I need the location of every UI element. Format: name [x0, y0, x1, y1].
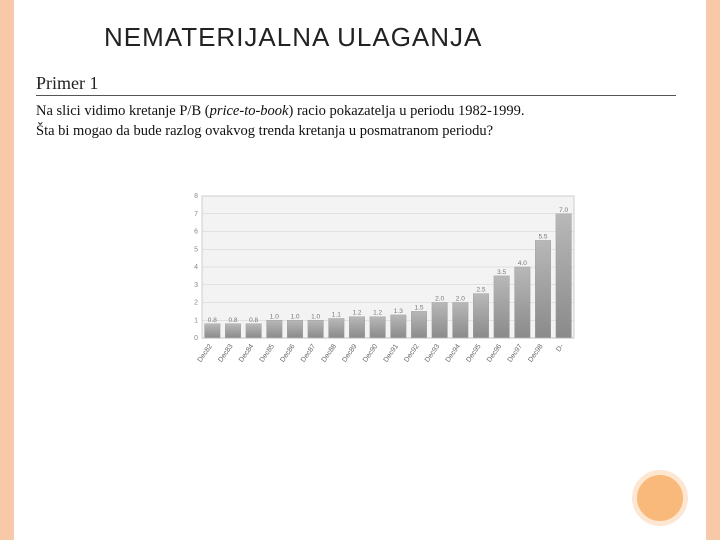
svg-text:7: 7	[194, 211, 198, 218]
svg-text:6: 6	[194, 229, 198, 236]
svg-text:Dec97: Dec97	[507, 343, 524, 364]
svg-text:Dec91: Dec91	[383, 343, 400, 364]
svg-text:1.0: 1.0	[290, 313, 299, 320]
svg-text:3.5: 3.5	[497, 269, 506, 276]
svg-text:Dec86: Dec86	[279, 343, 296, 364]
svg-text:Dec90: Dec90	[362, 343, 379, 364]
svg-text:Dec92: Dec92	[403, 343, 420, 364]
chart-svg: 0 1 2 3 4 5 6 7 8 0.8 Dec82 0.8 Dec83 0.8 Dec84 1.0 Dec8…	[174, 190, 584, 400]
body-text: Na slici vidimo kretanje P/B (price-to-b…	[14, 96, 706, 141]
svg-text:1: 1	[194, 317, 198, 324]
svg-text:7.0: 7.0	[559, 207, 568, 214]
svg-text:Dec87: Dec87	[300, 343, 317, 364]
svg-text:3: 3	[194, 282, 198, 289]
svg-text:4.0: 4.0	[518, 260, 527, 267]
body-line1-b: ) racio pokazatelja u periodu 1982-1999.	[289, 103, 525, 119]
slide-subtitle: Primer 1	[36, 61, 676, 96]
svg-text:1.0: 1.0	[311, 313, 320, 320]
svg-text:Dec88: Dec88	[321, 343, 338, 364]
svg-text:2.0: 2.0	[435, 296, 444, 303]
slide-title: NEMATERIJALNA ULAGANJA	[14, 0, 706, 61]
svg-text:0.8: 0.8	[228, 317, 237, 324]
svg-text:1.3: 1.3	[394, 308, 403, 315]
svg-text:Dec82: Dec82	[197, 343, 214, 364]
svg-text:1.0: 1.0	[270, 313, 279, 320]
svg-text:2: 2	[194, 300, 198, 307]
svg-text:4: 4	[194, 264, 198, 271]
svg-text:1.5: 1.5	[414, 304, 423, 311]
slide: NEMATERIJALNA ULAGANJA Primer 1 Na slici…	[0, 0, 720, 540]
svg-text:Dec93: Dec93	[424, 343, 441, 364]
body-line2: Šta bi mogao da bude razlog ovakvog tren…	[36, 123, 493, 139]
svg-text:2.5: 2.5	[476, 287, 485, 294]
circle-decoration	[632, 470, 688, 526]
svg-text:5: 5	[194, 246, 198, 253]
svg-text:Dec85: Dec85	[259, 343, 276, 364]
svg-text:2.0: 2.0	[456, 296, 465, 303]
svg-text:D-: D-	[555, 343, 565, 354]
svg-text:1.1: 1.1	[332, 311, 341, 318]
pb-ratio-chart: 0 1 2 3 4 5 6 7 8 0.8 Dec82 0.8 Dec83 0.8 Dec84 1.0 Dec8…	[174, 190, 584, 400]
svg-text:0.8: 0.8	[249, 317, 258, 324]
svg-text:Dec95: Dec95	[465, 343, 482, 364]
body-line1-a: Na slici vidimo kretanje P/B (	[36, 103, 210, 119]
svg-text:8: 8	[194, 193, 198, 200]
svg-text:1.2: 1.2	[373, 310, 382, 317]
svg-text:Dec94: Dec94	[445, 343, 462, 364]
svg-text:0: 0	[194, 335, 198, 342]
svg-text:Dec89: Dec89	[341, 343, 358, 364]
svg-text:Dec84: Dec84	[238, 343, 255, 364]
svg-text:Dec98: Dec98	[527, 343, 544, 364]
body-line1-italic: price-to-book	[210, 103, 289, 119]
svg-text:Dec83: Dec83	[217, 343, 234, 364]
svg-text:5.5: 5.5	[538, 233, 547, 240]
svg-text:1.2: 1.2	[352, 310, 361, 317]
svg-text:Dec96: Dec96	[486, 343, 503, 364]
svg-text:0.8: 0.8	[208, 317, 217, 324]
